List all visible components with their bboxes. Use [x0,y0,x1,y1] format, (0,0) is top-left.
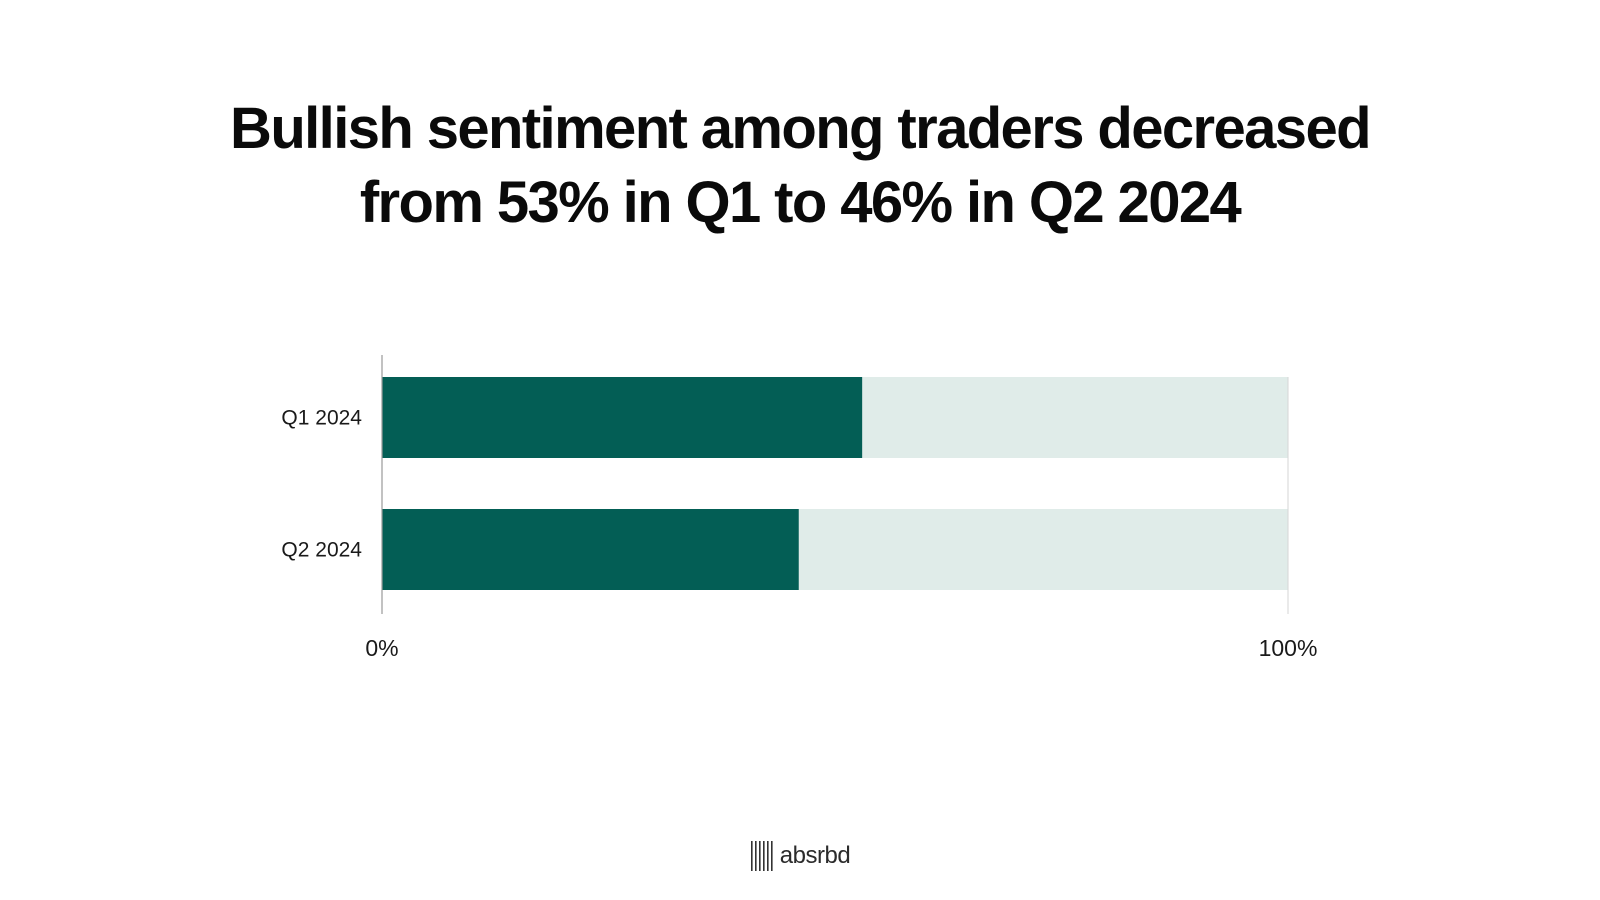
category-label-2: Q2 2024 [281,539,362,562]
footer-brand: absrbd [0,840,1600,872]
x-tick-label-2: 100% [1259,635,1318,661]
brand-name: absrbd [779,842,851,869]
bar-remainder-1 [862,377,1288,458]
bar-value-2 [382,509,799,590]
chart-title-line-2: from 53% in Q1 to 46% in Q2 2024 [359,170,1242,235]
bar-remainder-2 [798,509,1288,590]
x-tick-label-1: 0% [365,635,398,661]
category-label-1: Q1 2024 [281,407,362,430]
barcode-logo-icon [750,841,773,871]
chart-title: Bullish sentiment among traders decrease… [0,92,1600,240]
chart-title-line-1: Bullish sentiment among traders decrease… [230,96,1371,161]
bar-value-1 [382,377,863,458]
